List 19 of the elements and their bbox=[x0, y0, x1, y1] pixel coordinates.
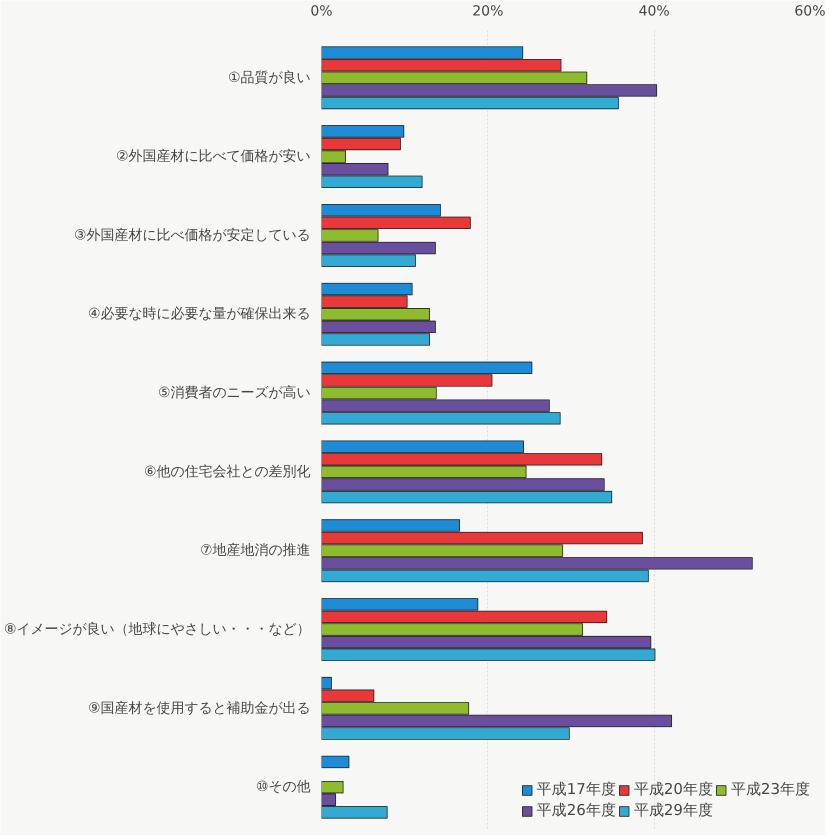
x-tick-label: 40% bbox=[638, 4, 670, 20]
legend-label: 平成26年度 bbox=[536, 801, 616, 820]
x-tick-label: 0% bbox=[310, 4, 333, 20]
y-tick-label: ①品質が良い bbox=[228, 70, 311, 86]
y-tick-label: ③外国産材に比べ価格が安定している bbox=[74, 227, 311, 244]
legend-label: 平成29年度 bbox=[634, 801, 713, 820]
y-tick-label: ②外国産材に比べて価格が安い bbox=[116, 148, 311, 165]
y-tick-label: ⑥他の住宅会社との差別化 bbox=[144, 464, 311, 480]
y-tick-label: ⑩その他 bbox=[256, 779, 311, 796]
y-tick-label: ⑨国産材を使用すると補助金が出る bbox=[88, 700, 311, 716]
legend-label: 平成23年度 bbox=[730, 780, 810, 799]
x-tick-label: 20% bbox=[472, 4, 504, 20]
x-tick-label: 60% bbox=[794, 4, 826, 20]
legend-label: 平成20年度 bbox=[634, 780, 713, 799]
y-tick-label: ④必要な時に必要な量が確保出来る bbox=[88, 306, 311, 322]
y-tick-label: ⑤消費者のニーズが高い bbox=[158, 385, 311, 402]
y-tick-label: ⑧イメージが良い（地球にやさしい・・・など） bbox=[4, 622, 311, 638]
legend-label: 平成17年度 bbox=[536, 780, 616, 799]
y-tick-label: ⑦地産地消の推進 bbox=[200, 542, 311, 559]
